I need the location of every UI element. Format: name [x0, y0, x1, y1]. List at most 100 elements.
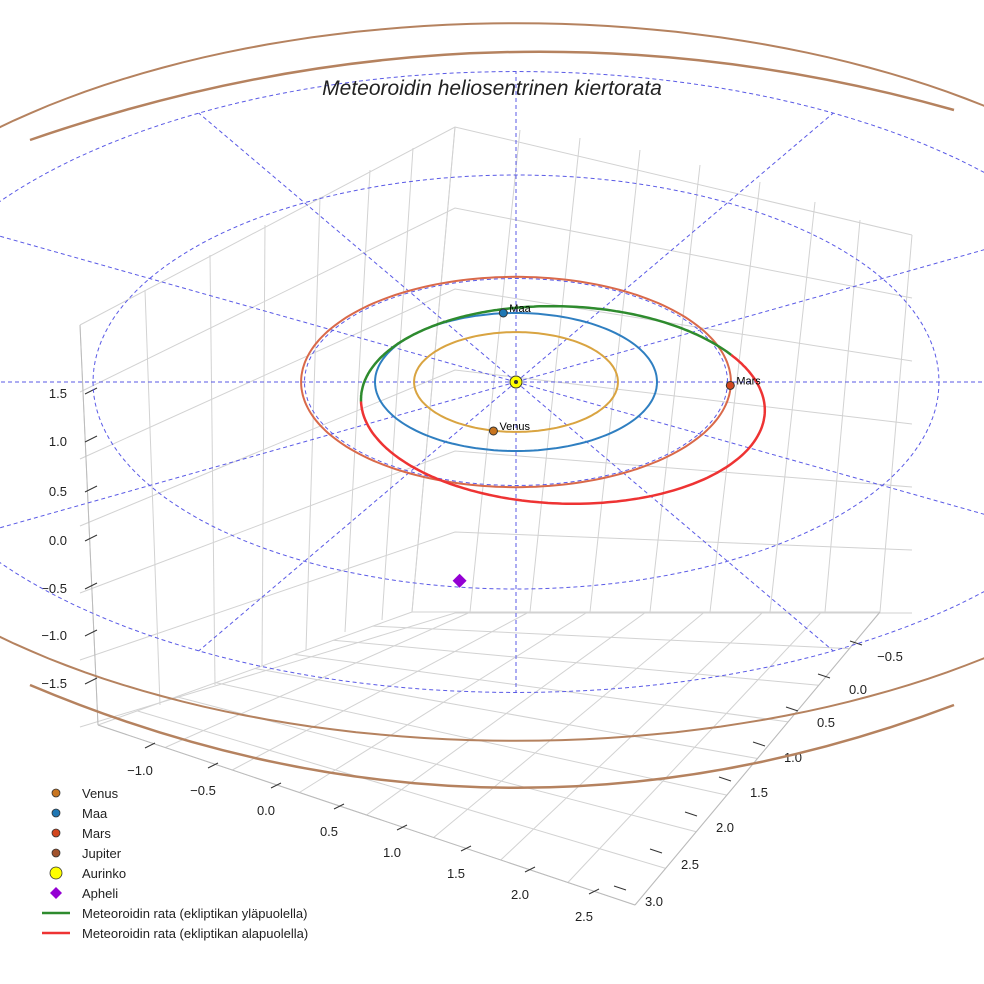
- legend-label: Mars: [82, 826, 111, 841]
- tick-mark: [84, 435, 98, 443]
- y-tick-label: 0.5: [817, 715, 835, 730]
- tick-mark: [207, 762, 219, 769]
- left-wall-gridline: [344, 169, 371, 633]
- legend-label: Meteoroidin rata (ekliptikan yläpuolella…: [82, 906, 307, 921]
- tick-mark: [84, 677, 98, 685]
- back-wall-gridline: [529, 137, 581, 613]
- legend-marker: [51, 808, 61, 818]
- planet-label: Mars: [736, 375, 761, 387]
- x-tick-label: 0.5: [320, 824, 338, 839]
- floor-gridline: [366, 611, 647, 816]
- back-wall-gridline: [769, 201, 816, 613]
- legend: Venus Maa Mars Jupiter Aurinko Apheli Meteoroi…: [42, 786, 308, 941]
- legend-label: Apheli: [82, 886, 118, 901]
- floor-gridline: [433, 611, 705, 838]
- z-tick-label: 1.5: [49, 386, 67, 401]
- legend-marker: [51, 828, 61, 838]
- legend-label: Venus: [82, 786, 119, 801]
- x-tick-label: 2.5: [575, 909, 593, 924]
- z-tick-label: 0.5: [49, 484, 67, 499]
- tick-mark: [649, 848, 663, 854]
- y-tick-label: 2.5: [681, 857, 699, 872]
- meteoroid-orbit-below: [359, 354, 767, 505]
- tick-mark: [333, 803, 345, 810]
- tick-mark: [144, 742, 156, 749]
- tick-mark: [84, 485, 98, 493]
- tick-mark: [718, 776, 732, 782]
- z-tick-label: 0.0: [49, 533, 67, 548]
- reference-spoke: [515, 112, 834, 383]
- reference-spoke: [515, 249, 984, 383]
- orbit-venus: [413, 331, 619, 433]
- planet-mars: [725, 380, 735, 390]
- wall-horizontal-gridline: [79, 288, 913, 460]
- legend-label: Meteoroidin rata (ekliptikan alapuolella…: [82, 926, 308, 941]
- back-wall-gridline: [649, 164, 701, 613]
- left-wall-gridline: [381, 147, 414, 621]
- left-wall-gridline: [305, 196, 321, 651]
- tick-mark: [396, 824, 408, 831]
- wall-horizontal-gridline: [79, 531, 913, 661]
- x-tick-label: 1.0: [383, 845, 401, 860]
- jupiter-orbit-arc-top: [29, 50, 955, 142]
- back-wall-gridline: [709, 181, 761, 613]
- legend-marker: [51, 848, 61, 858]
- x-tick-label: −1.0: [127, 763, 153, 778]
- tick-mark: [84, 387, 98, 395]
- axis-ticks: −1.0 −0.5 0.0 0.5 1.0 1.5 2.0 2.5 −0.5 0.0 0.5 1.0 1…: [41, 386, 903, 924]
- z-tick-label: −1.5: [41, 676, 67, 691]
- tick-mark: [684, 811, 698, 817]
- z-tick-label: 1.0: [49, 434, 67, 449]
- tick-mark: [752, 741, 766, 747]
- tick-mark: [613, 885, 627, 891]
- sun-center: [514, 380, 518, 384]
- aphelion-marker: [452, 573, 467, 588]
- y-tick-label: −0.5: [877, 649, 903, 664]
- tick-mark: [588, 888, 600, 895]
- y-tick-label: 3.0: [645, 894, 663, 909]
- planet-label: Venus: [499, 421, 530, 433]
- meteoroid-orbit-above: [359, 304, 733, 402]
- tick-mark: [84, 582, 98, 590]
- legend-marker: [49, 866, 63, 880]
- tick-mark: [270, 782, 282, 789]
- floor-gridline: [299, 611, 588, 793]
- wall-horizontal-gridline: [79, 126, 913, 326]
- legend-label: Maa: [82, 806, 108, 821]
- planet-maa: [498, 308, 508, 318]
- x-axis-line: [97, 724, 636, 906]
- tick-mark: [460, 845, 472, 852]
- planet-venus: [488, 426, 498, 436]
- z-tick-label: −0.5: [41, 581, 67, 596]
- reference-spoke: [198, 381, 517, 652]
- z-tick-label: −1.0: [41, 628, 67, 643]
- reference-circle: [0, 70, 984, 694]
- wall-horizontal-gridline: [79, 369, 913, 527]
- left-wall-gridline: [209, 254, 216, 686]
- tick-mark: [817, 673, 831, 679]
- reference-spoke: [198, 112, 517, 383]
- y-tick-label: 1.5: [750, 785, 768, 800]
- wall-horizontal-gridline: [79, 450, 913, 594]
- floor-gridline: [97, 611, 413, 726]
- tick-mark: [84, 534, 98, 542]
- reference-spoke: [515, 381, 834, 652]
- back-wall-gridline: [589, 149, 641, 613]
- z-axis-line: [79, 324, 99, 726]
- orbit-mars: [300, 275, 732, 489]
- x-tick-label: 0.0: [257, 803, 275, 818]
- tick-mark: [84, 629, 98, 637]
- left-wall-gridline: [261, 224, 266, 667]
- floor-gridline: [164, 611, 471, 748]
- x-tick-label: 2.0: [511, 887, 529, 902]
- legend-marker: [50, 887, 62, 899]
- y-axis-line: [634, 611, 881, 906]
- orbit-maa: [373, 312, 658, 452]
- reference-circle: [303, 277, 728, 487]
- axes-grid: [79, 126, 913, 906]
- legend-label: Jupiter: [82, 846, 122, 861]
- back-wall-gridline: [469, 129, 521, 613]
- legend-label: Aurinko: [82, 866, 126, 881]
- planet-label: Maa: [509, 303, 531, 315]
